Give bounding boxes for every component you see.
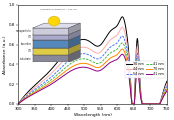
Y-axis label: Absorbance (a.u.): Absorbance (a.u.) — [3, 35, 7, 74]
X-axis label: Wavelength (nm): Wavelength (nm) — [74, 113, 112, 117]
Legend: 30 nm, 44 nm, 54 nm, 41 nm, 70 nm, 41 nm: 30 nm, 44 nm, 54 nm, 41 nm, 70 nm, 41 nm — [125, 61, 165, 78]
